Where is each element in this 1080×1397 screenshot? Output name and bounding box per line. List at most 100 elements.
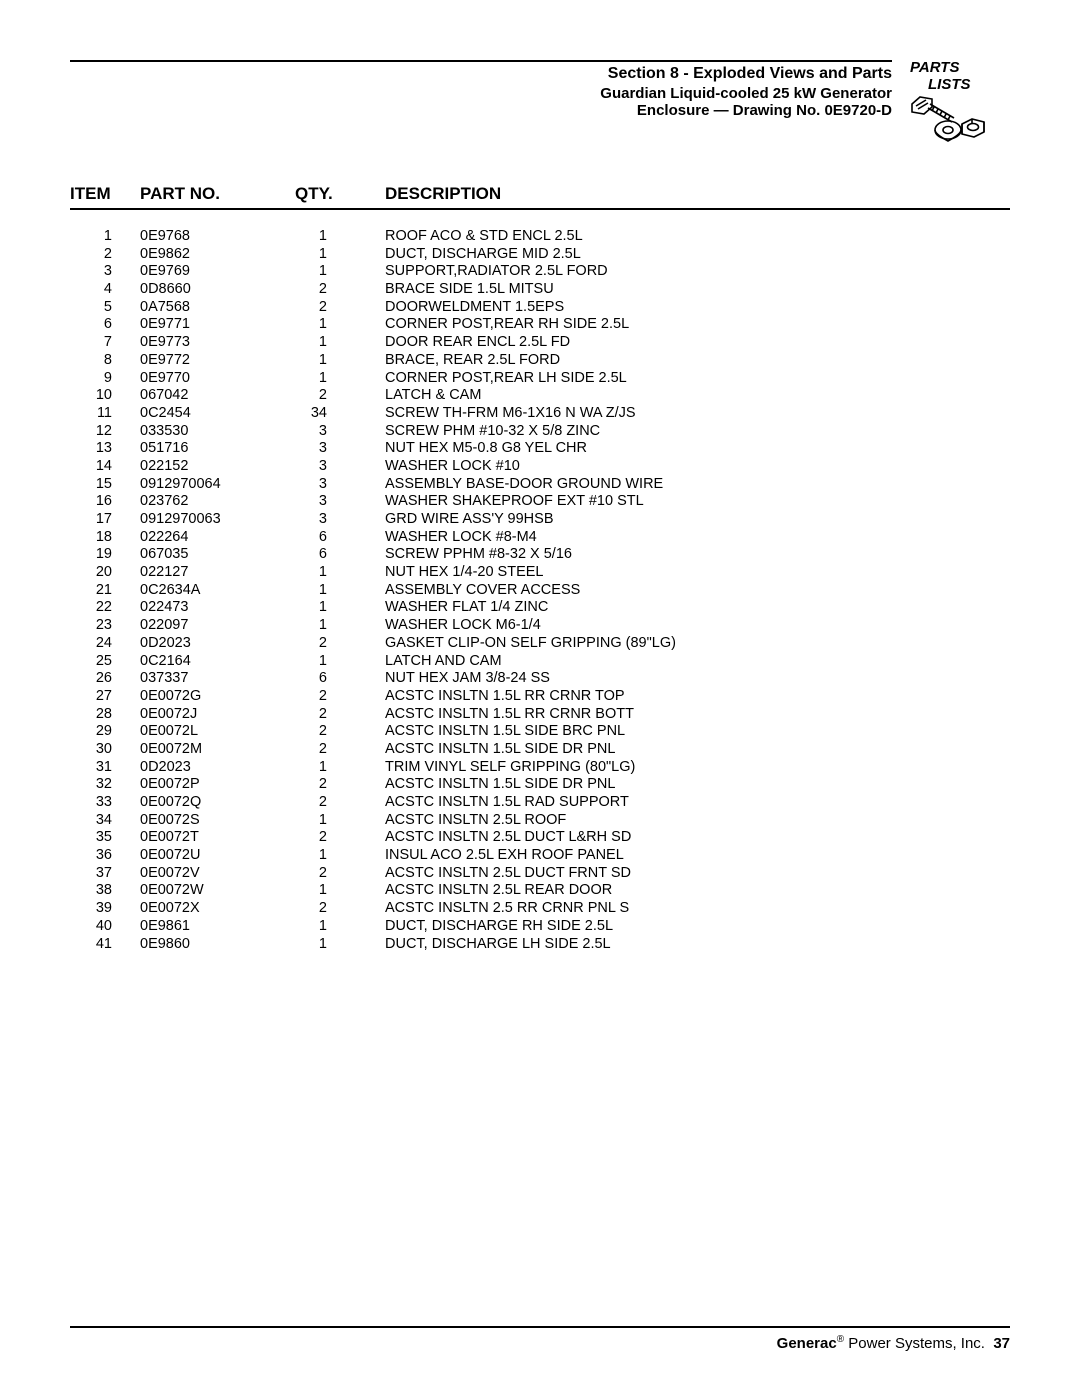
cell-qty: 3 [295, 423, 385, 441]
cell-item: 16 [70, 493, 140, 511]
col-header-part: PART NO. [140, 184, 295, 209]
cell-qty: 1 [295, 334, 385, 352]
page-header: Section 8 - Exploded Views and Parts Gua… [70, 60, 1010, 142]
cell-description: DUCT, DISCHARGE MID 2.5L [385, 246, 1010, 264]
footer-text: Generac® Power Systems, Inc. 37 [70, 1334, 1010, 1352]
table-row: 310D20231TRIM VINYL SELF GRIPPING (80"LG… [70, 759, 1010, 777]
table-row: 100670422LATCH & CAM [70, 387, 1010, 405]
table-row: 360E0072U1INSUL ACO 2.5L EXH ROOF PANEL [70, 847, 1010, 865]
cell-part-no: 0D2023 [140, 759, 295, 777]
cell-description: ACSTC INSLTN 2.5L DUCT FRNT SD [385, 865, 1010, 883]
cell-description: ACSTC INSLTN 1.5L RR CRNR TOP [385, 688, 1010, 706]
cell-description: SCREW PPHM #8-32 X 5/16 [385, 546, 1010, 564]
cell-description: SCREW TH-FRM M6-1X16 N WA Z/JS [385, 405, 1010, 423]
col-header-item: ITEM [70, 184, 140, 209]
table-row: 240D20232GASKET CLIP-ON SELF GRIPPING (8… [70, 635, 1010, 653]
table-header-row: ITEM PART NO. QTY. DESCRIPTION [70, 184, 1010, 209]
cell-part-no: 0E9769 [140, 263, 295, 281]
cell-description: CORNER POST,REAR LH SIDE 2.5L [385, 370, 1010, 388]
cell-description: INSUL ACO 2.5L EXH ROOF PANEL [385, 847, 1010, 865]
cell-item: 31 [70, 759, 140, 777]
cell-qty: 1 [295, 246, 385, 264]
footer-rule [70, 1326, 1010, 1328]
cell-part-no: 0E0072M [140, 741, 295, 759]
cell-item: 37 [70, 865, 140, 883]
cell-qty: 1 [295, 582, 385, 600]
cell-description: ROOF ACO & STD ENCL 2.5L [385, 209, 1010, 246]
cell-qty: 2 [295, 635, 385, 653]
cell-part-no: 022127 [140, 564, 295, 582]
cell-part-no: 037337 [140, 670, 295, 688]
table-row: 350E0072T2ACSTC INSLTN 2.5L DUCT L&RH SD [70, 829, 1010, 847]
parts-table: ITEM PART NO. QTY. DESCRIPTION 10E97681R… [70, 184, 1010, 953]
cell-part-no: 0E9768 [140, 209, 295, 246]
table-row: 40D86602BRACE SIDE 1.5L MITSU [70, 281, 1010, 299]
col-header-qty: QTY. [295, 184, 385, 209]
cell-part-no: 022473 [140, 599, 295, 617]
cell-part-no: 0A7568 [140, 299, 295, 317]
cell-description: ACSTC INSLTN 1.5L SIDE DR PNL [385, 776, 1010, 794]
cell-qty: 2 [295, 776, 385, 794]
cell-item: 34 [70, 812, 140, 830]
cell-qty: 1 [295, 759, 385, 777]
cell-qty: 1 [295, 370, 385, 388]
cell-description: WASHER LOCK #8-M4 [385, 529, 1010, 547]
cell-qty: 6 [295, 546, 385, 564]
cell-description: ASSEMBLY BASE-DOOR GROUND WIRE [385, 476, 1010, 494]
cell-part-no: 0E0072G [140, 688, 295, 706]
cell-part-no: 022264 [140, 529, 295, 547]
cell-qty: 2 [295, 723, 385, 741]
cell-description: ACSTC INSLTN 2.5L DUCT L&RH SD [385, 829, 1010, 847]
table-row: 250C21641LATCH AND CAM [70, 653, 1010, 671]
cell-item: 20 [70, 564, 140, 582]
cell-description: LATCH AND CAM [385, 653, 1010, 671]
cell-description: CORNER POST,REAR RH SIDE 2.5L [385, 316, 1010, 334]
cell-qty: 2 [295, 688, 385, 706]
cell-description: BRACE SIDE 1.5L MITSU [385, 281, 1010, 299]
footer-page-number: 37 [993, 1335, 1010, 1352]
table-row: 30E97691SUPPORT,RADIATOR 2.5L FORD [70, 263, 1010, 281]
cell-qty: 1 [295, 599, 385, 617]
cell-qty: 3 [295, 476, 385, 494]
cell-item: 40 [70, 918, 140, 936]
table-row: 190670356SCREW PPHM #8-32 X 5/16 [70, 546, 1010, 564]
cell-item: 13 [70, 440, 140, 458]
cell-item: 36 [70, 847, 140, 865]
table-row: 160237623WASHER SHAKEPROOF EXT #10 STL [70, 493, 1010, 511]
cell-qty: 2 [295, 865, 385, 883]
cell-part-no: 0C2454 [140, 405, 295, 423]
table-row: 20E98621DUCT, DISCHARGE MID 2.5L [70, 246, 1010, 264]
cell-item: 2 [70, 246, 140, 264]
page-footer: Generac® Power Systems, Inc. 37 [70, 1326, 1010, 1352]
cell-description: ASSEMBLY COVER ACCESS [385, 582, 1010, 600]
cell-part-no: 0E0072U [140, 847, 295, 865]
cell-qty: 1 [295, 882, 385, 900]
cell-description: SCREW PHM #10-32 X 5/8 ZINC [385, 423, 1010, 441]
cell-item: 22 [70, 599, 140, 617]
cell-item: 41 [70, 936, 140, 954]
table-row: 370E0072V2ACSTC INSLTN 2.5L DUCT FRNT SD [70, 865, 1010, 883]
table-row: 410E98601DUCT, DISCHARGE LH SIDE 2.5L [70, 936, 1010, 954]
footer-registered-icon: ® [837, 1334, 844, 1345]
parts-table-wrap: ITEM PART NO. QTY. DESCRIPTION 10E97681R… [70, 184, 1010, 953]
cell-item: 39 [70, 900, 140, 918]
cell-description: DUCT, DISCHARGE RH SIDE 2.5L [385, 918, 1010, 936]
cell-description: GRD WIRE ASS'Y 99HSB [385, 511, 1010, 529]
cell-qty: 6 [295, 529, 385, 547]
cell-part-no: 0E9773 [140, 334, 295, 352]
cell-description: BRACE, REAR 2.5L FORD [385, 352, 1010, 370]
cell-qty: 1 [295, 316, 385, 334]
cell-part-no: 0E9772 [140, 352, 295, 370]
cell-part-no: 0E0072L [140, 723, 295, 741]
footer-brand: Generac [777, 1335, 837, 1352]
cell-item: 6 [70, 316, 140, 334]
table-row: 290E0072L2ACSTC INSLTN 1.5L SIDE BRC PNL [70, 723, 1010, 741]
cell-part-no: 0D8660 [140, 281, 295, 299]
cell-item: 5 [70, 299, 140, 317]
cell-qty: 2 [295, 299, 385, 317]
cell-qty: 34 [295, 405, 385, 423]
table-row: 300E0072M2ACSTC INSLTN 1.5L SIDE DR PNL [70, 741, 1010, 759]
cell-description: NUT HEX 1/4-20 STEEL [385, 564, 1010, 582]
cell-item: 25 [70, 653, 140, 671]
cell-qty: 3 [295, 511, 385, 529]
